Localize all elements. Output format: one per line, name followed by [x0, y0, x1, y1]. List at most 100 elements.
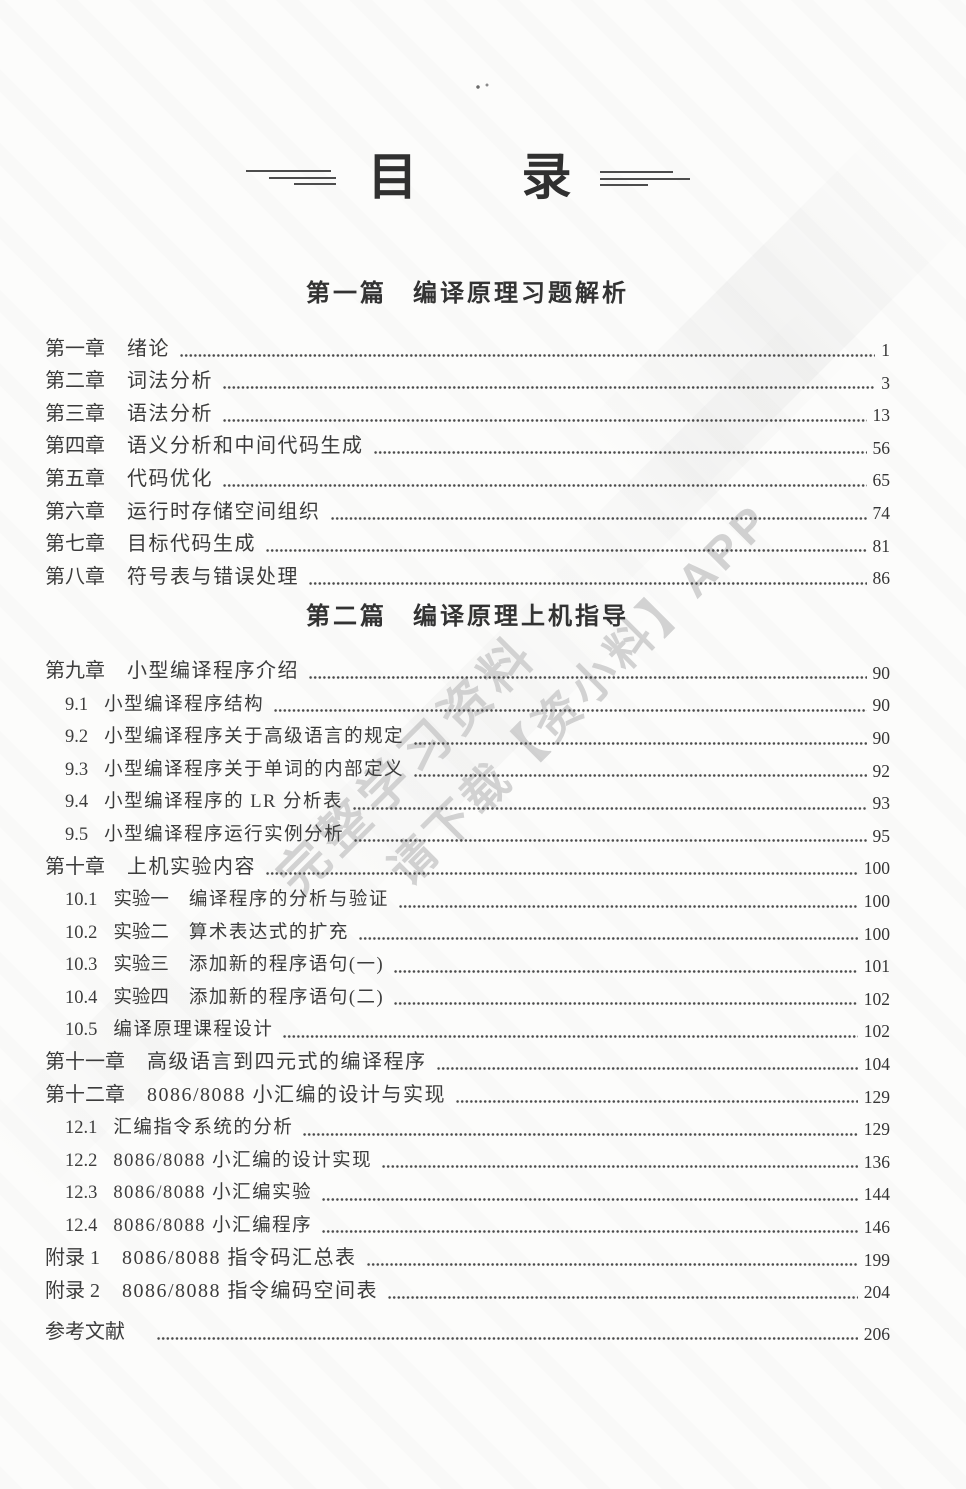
entry-label: 9.3: [65, 759, 89, 780]
dot-leader: [223, 483, 867, 487]
title-char-mu: 目: [367, 149, 418, 205]
entry-page-number: 81: [872, 535, 891, 556]
entry-label: 第八章: [45, 565, 105, 588]
entry-title: 汇编指令系统的分析: [113, 1118, 294, 1139]
entry-sublabel: 实验四: [113, 987, 169, 1008]
entry-page-number: 86: [872, 568, 891, 589]
dot-leader: [223, 386, 876, 390]
entry-label: 9.4: [65, 792, 89, 813]
part-header: 第二篇 编译原理上机指导: [45, 601, 890, 633]
entry-page-number: 3: [881, 372, 890, 393]
entry-page-number: 144: [863, 1184, 890, 1205]
entry-title: 语义分析和中间代码生成: [127, 435, 364, 458]
dot-leader: [353, 806, 867, 810]
toc-entry: 第七章 目标代码生成 81: [45, 528, 890, 561]
entry-title: 8086/8088 指令编码空间表: [122, 1279, 379, 1302]
entry-page-number: 100: [863, 891, 890, 911]
dot-leader: [456, 1100, 858, 1104]
toc-entry: 12.1 汇编指令系统的分析 129: [45, 1111, 890, 1144]
entry-title: 算术表达式的扩充: [188, 922, 349, 943]
entry-title: 运行时存储空间组织: [127, 500, 321, 523]
dot-leader: [274, 708, 867, 712]
toc-entry: 第十二章 8086/8088 小汇编的设计与实现 129: [45, 1078, 890, 1111]
entry-label: 第十一章: [45, 1051, 125, 1074]
page-title: 目 录: [45, 150, 890, 204]
dot-leader: [266, 871, 858, 875]
dot-leader: [366, 1263, 858, 1267]
entry-title: 小型编译程序运行实例分析: [104, 824, 345, 845]
dot-leader: [309, 581, 867, 585]
entry-title: 符号表与错误处理: [127, 565, 299, 588]
entry-title: 小型编译程序关于高级语言的规定: [104, 727, 405, 748]
entry-page-number: 104: [863, 1053, 890, 1074]
title-char-lu: 录: [521, 149, 572, 205]
entry-title: 添加新的程序语句(一): [188, 955, 385, 976]
toc-entry: 第十一章 高级语言到四元式的编译程序 104: [45, 1046, 890, 1079]
toc-entry: 9.1 小型编译程序结构 90: [45, 687, 890, 720]
entry-title: 小型编译程序的 LR 分析表: [104, 792, 344, 813]
toc-entry: 第二章 词法分析 3: [45, 365, 890, 398]
toc-entry: 第六章 运行时存储空间组织 74: [45, 495, 890, 528]
entry-page-number: 136: [863, 1151, 890, 1172]
entry-label: 附录 2: [45, 1279, 100, 1302]
toc-entry: 12.3 8086/8088 小汇编实验 144: [45, 1176, 890, 1209]
toc-entry: 第九章 小型编译程序介绍 90: [45, 655, 890, 688]
entry-label: 第三章: [45, 402, 105, 425]
entry-label: 10.5: [65, 1020, 98, 1041]
toc-entry: 附录 1 8086/8088 指令码汇总表 199: [45, 1241, 890, 1274]
dot-leader: [382, 1165, 858, 1169]
entry-title: 8086/8088 指令码汇总表: [122, 1247, 357, 1270]
toc-part: 第一篇 编译原理习题解析 第一章 绪论 1 第二章 词法分析 3 第三章 语法分析…: [45, 278, 890, 593]
dot-leader: [303, 1132, 858, 1136]
entry-title: 小型编译程序结构: [104, 694, 265, 715]
entry-title: 词法分析: [127, 370, 213, 393]
entry-title: 小型编译程序关于单词的内部定义: [104, 759, 405, 780]
dot-leader: [322, 1197, 858, 1201]
entry-label: 9.5: [65, 824, 89, 845]
toc-entry: 9.5 小型编译程序运行实例分析 95: [45, 818, 890, 851]
part-title: 编译原理上机指导: [413, 603, 629, 630]
title-decoration-right: [599, 171, 690, 191]
entry-page-number: 95: [872, 825, 891, 846]
entry-title: 添加新的程序语句(二): [188, 987, 385, 1008]
entry-label: 9.2: [65, 727, 89, 748]
entry-label: 参考文献: [45, 1321, 125, 1344]
entry-label: 第五章: [45, 467, 105, 490]
toc-entry: 第三章 语法分析 13: [45, 397, 890, 430]
entry-label: 第一章: [45, 337, 105, 360]
toc-entry: 10.1 实验一 编译程序的分析与验证 100: [45, 883, 890, 916]
entry-label: 第六章: [45, 500, 105, 523]
entry-page-number: 100: [863, 858, 890, 879]
entry-page-number: 129: [863, 1119, 890, 1140]
entry-title: 代码优化: [127, 467, 213, 490]
entry-page-number: 1: [881, 340, 890, 361]
toc-entry: 第一章 绪论 1: [45, 332, 890, 365]
entry-page-number: 102: [863, 988, 890, 1009]
dot-leader: [394, 969, 858, 973]
toc-entry: 9.4 小型编译程序的 LR 分析表 93: [45, 785, 890, 818]
entry-label: 第二章: [45, 370, 105, 393]
dot-leader: [354, 839, 867, 843]
toc-entry: 第八章 符号表与错误处理 86: [45, 560, 890, 593]
dot-leader: [330, 516, 867, 520]
entry-label: 第九章: [45, 660, 105, 683]
entry-title: 语法分析: [127, 402, 213, 425]
entry-title: 小型编译程序介绍: [127, 660, 299, 683]
dot-leader: [373, 451, 867, 455]
entry-title: 绪论: [127, 337, 170, 360]
toc-entry: 10.3 实验三 添加新的程序语句(一) 101: [45, 948, 890, 981]
toc-entry: 12.4 8086/8088 小汇编程序 146: [45, 1209, 890, 1242]
toc-entry: 10.2 实验二 算术表达式的扩充 100: [45, 916, 890, 949]
entry-label: 10.4: [65, 987, 98, 1008]
entry-label: 附录 1: [45, 1247, 100, 1270]
dot-leader: [358, 937, 858, 941]
entry-label: 10.2: [65, 922, 98, 943]
entry-label: 12.3: [65, 1183, 98, 1204]
dot-leader: [388, 1295, 858, 1299]
entry-title: 8086/8088 小汇编的设计实现: [113, 1150, 373, 1171]
part-label: 第二篇: [306, 603, 387, 630]
entry-page-number: 100: [863, 923, 890, 944]
entry-title: 8086/8088 小汇编实验: [113, 1183, 313, 1204]
toc-entry: 第十章 上机实验内容 100: [45, 850, 890, 883]
entry-title: 上机实验内容: [127, 855, 256, 878]
